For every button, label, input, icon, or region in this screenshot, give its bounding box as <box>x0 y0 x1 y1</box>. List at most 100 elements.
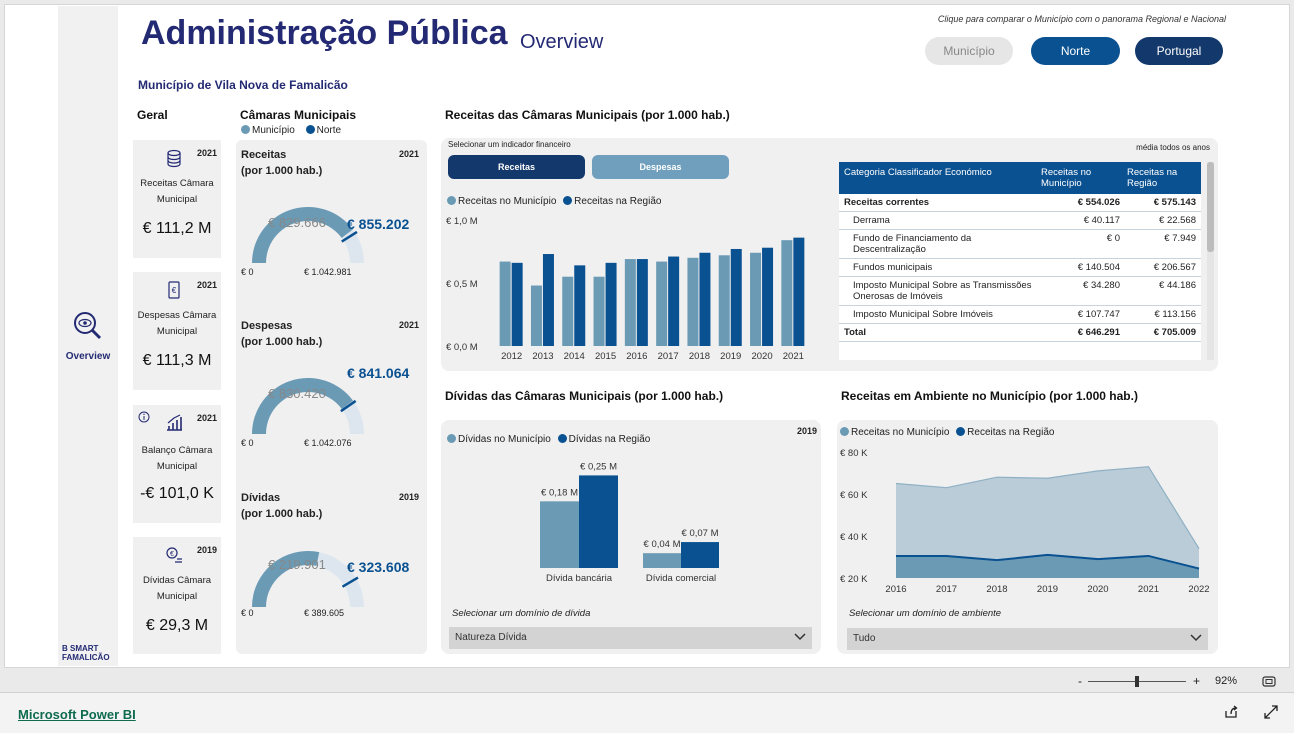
bar[interactable] <box>530 285 542 346</box>
bar[interactable] <box>624 259 636 346</box>
bar[interactable] <box>605 262 617 346</box>
x-tick-label: 2012 <box>501 351 522 362</box>
bar[interactable] <box>579 475 618 568</box>
bar[interactable] <box>687 257 699 346</box>
gauge-title: Receitas (por 1.000 hab.) <box>241 149 323 177</box>
bar[interactable] <box>562 276 574 346</box>
zoom-out-button[interactable]: - <box>1078 674 1082 688</box>
portugal-button[interactable]: Portugal <box>1135 37 1223 65</box>
camaras-title: Câmaras Municipais <box>240 108 357 122</box>
compare-hint: Clique para comparar o Município com o p… <box>937 14 1226 24</box>
bar[interactable] <box>793 237 805 346</box>
gauge-title: Despesas (por 1.000 hab.) <box>241 320 323 348</box>
bsmart-logo: B SMART FAMALICÃO <box>62 644 110 662</box>
bar[interactable] <box>593 276 605 346</box>
card-year: 2021 <box>197 148 218 158</box>
geral-card: € 2019 Dívidas Câmara Municipal € 29,3 M <box>133 537 221 654</box>
bar[interactable] <box>699 252 711 346</box>
powerbi-link[interactable]: Microsoft Power BI <box>18 707 136 722</box>
y-tick-label: € 60 K <box>840 490 868 501</box>
area-series[interactable] <box>896 466 1199 578</box>
table-row: Fundos municipais € 140.504 € 206.567 <box>839 258 1201 277</box>
data-label: € 0,07 M <box>682 528 719 539</box>
x-tick-label: Dívida bancária <box>546 573 613 584</box>
gauge-year: 2021 <box>399 149 420 159</box>
fit-page-icon[interactable] <box>1262 676 1276 687</box>
natureza-divida-dropdown[interactable]: Natureza Dívida <box>449 627 812 649</box>
gauge-min: € 0 <box>241 608 254 618</box>
ambiente-select-label: Selecionar um domínio de ambiente <box>849 608 1002 619</box>
x-tick-label: 2022 <box>1188 584 1209 595</box>
geral-title: Geral <box>137 108 168 122</box>
bar[interactable] <box>540 501 579 568</box>
gauge-max: € 1.042.076 <box>304 438 352 448</box>
norte-button[interactable]: Norte <box>1031 37 1120 65</box>
bar[interactable] <box>574 265 586 346</box>
gauge-norte-value: € 855.202 <box>347 216 410 232</box>
page-title: Administração Pública <box>141 14 508 52</box>
table-row: Imposto Municipal Sobre as Transmissões … <box>839 276 1201 306</box>
bar[interactable] <box>542 254 554 346</box>
receitas-toggle-button[interactable]: Receitas <box>448 155 585 179</box>
gauge-year: 2019 <box>399 492 420 502</box>
gauge-min: € 0 <box>241 267 254 277</box>
area-line <box>895 466 1200 549</box>
share-icon[interactable] <box>1224 705 1238 719</box>
zoom-in-button[interactable]: + <box>1193 674 1201 688</box>
dividas-panel <box>441 420 821 654</box>
gauge-max: € 389.605 <box>304 608 345 618</box>
gauge-min: € 0 <box>241 438 254 448</box>
card-label: Dívidas Câmara Municipal <box>142 575 212 602</box>
bar[interactable] <box>762 247 774 346</box>
x-tick-label: 2020 <box>751 351 772 362</box>
despesas-toggle-button[interactable]: Despesas <box>592 155 729 179</box>
card-value: € 111,2 M <box>142 220 212 237</box>
y-tick-label: € 0,5 M <box>446 279 478 290</box>
x-tick-label: 2020 <box>1087 584 1108 595</box>
bar[interactable] <box>636 259 648 346</box>
y-tick-label: € 40 K <box>840 532 868 543</box>
area-series[interactable] <box>896 554 1199 578</box>
overview-search-icon[interactable] <box>72 310 102 340</box>
receitas-legend: Receitas no Município Receitas na Região <box>447 196 661 207</box>
info-icon[interactable] <box>138 411 150 423</box>
table-scrollbar[interactable] <box>1207 162 1214 360</box>
gauge-fill <box>252 551 320 607</box>
bar[interactable] <box>643 553 681 568</box>
municipio-button[interactable]: Município <box>925 37 1013 65</box>
data-label: € 0,25 M <box>580 461 617 472</box>
debt-icon: € <box>166 547 182 563</box>
bar[interactable] <box>718 255 730 346</box>
zoom-slider-thumb[interactable] <box>1135 676 1139 687</box>
card-year: 2019 <box>197 545 218 555</box>
geral-card: 2021 Balanço Câmara Municipal -€ 101,0 K <box>133 405 221 523</box>
gauge-municipio-value: € 219.901 <box>268 557 326 572</box>
nav-overview-label[interactable]: Overview <box>65 351 111 362</box>
card-label: Balanço Câmara Municipal <box>141 445 213 472</box>
x-tick-label: 2018 <box>986 584 1007 595</box>
bar[interactable] <box>750 252 762 346</box>
svg-text:€: € <box>170 551 174 558</box>
indicador-label: Selecionar um indicador financeiro <box>448 140 571 149</box>
y-tick-label: € 0,0 M <box>446 342 478 353</box>
fullscreen-icon[interactable] <box>1264 705 1278 719</box>
bar[interactable] <box>499 261 511 346</box>
card-value: € 29,3 M <box>145 617 209 634</box>
x-tick-label: 2021 <box>1138 584 1159 595</box>
camaras-legend: Município Norte <box>241 125 341 136</box>
dividas-legend: Dívidas no Município Dívidas na Região <box>447 434 650 445</box>
x-tick-label: 2018 <box>689 351 710 362</box>
geral-card: 2021 Receitas Câmara Municipal € 111,2 M <box>133 140 221 258</box>
bar[interactable] <box>511 262 523 346</box>
left-nav: Overview B SMART FAMALICÃO <box>58 6 118 666</box>
x-tick-label: Dívida comercial <box>646 573 716 584</box>
bar[interactable] <box>730 248 742 346</box>
bar[interactable] <box>668 256 680 346</box>
bar[interactable] <box>781 240 793 346</box>
receipt-icon: € <box>168 281 180 299</box>
bar[interactable] <box>656 261 668 346</box>
bar[interactable] <box>681 542 719 568</box>
y-tick-label: € 20 K <box>840 574 868 585</box>
ambiente-dropdown[interactable]: Tudo <box>847 628 1208 650</box>
table-row: Receitas correntes € 554.026 € 575.143 <box>839 194 1201 212</box>
